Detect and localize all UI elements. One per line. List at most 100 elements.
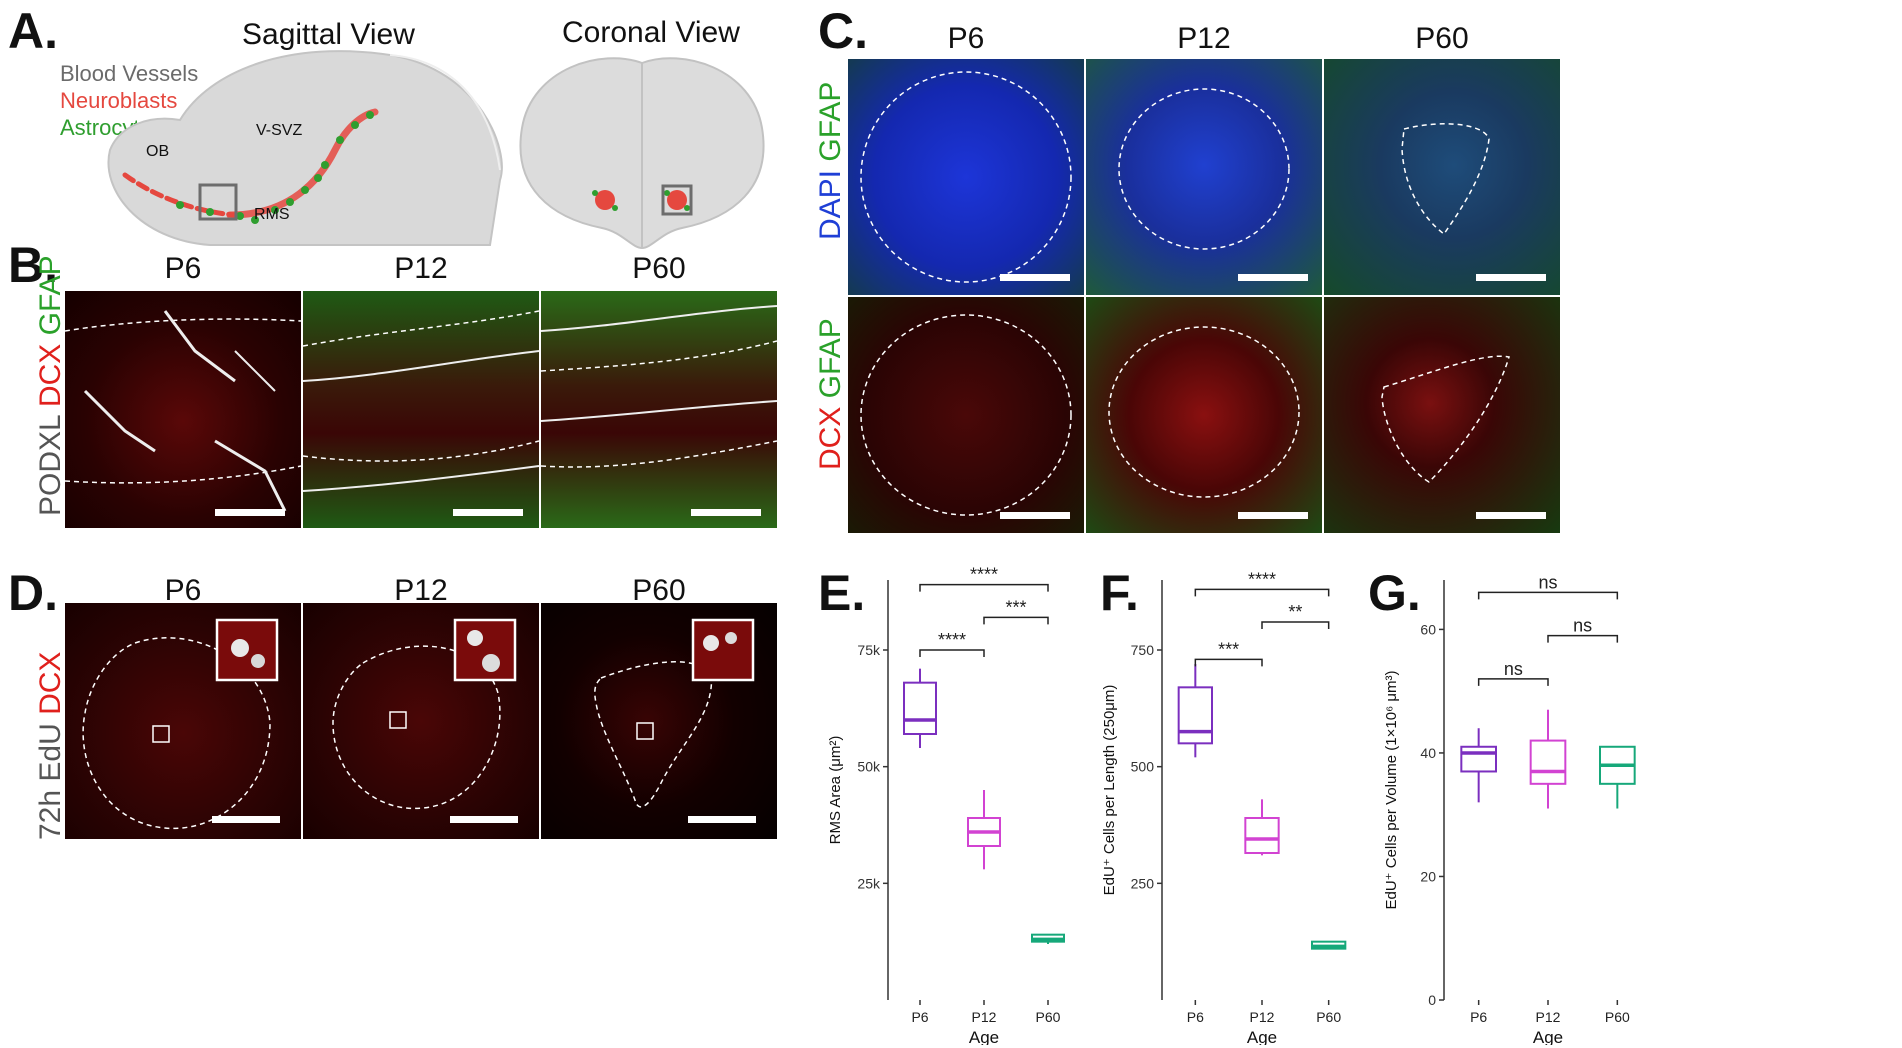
x-tick-label: P12 [1536, 1009, 1561, 1025]
y-tick-label: 20 [1420, 868, 1436, 884]
chart-f: 250 500 750 P6 P12 P60 Age EdU⁺ Cells per Lengt… [1101, 569, 1347, 1045]
significance-bracket [1194, 658, 1263, 667]
significance-bracket [919, 649, 985, 657]
y-tick-label: 250 [1131, 875, 1155, 891]
scale-bar [1476, 512, 1546, 519]
significance-bracket [1547, 634, 1619, 643]
panel-d-age-p60: P60 [632, 574, 686, 607]
y-axis-label: EdU⁺ Cells per Volume (1×10⁶ μm³) [1383, 670, 1400, 909]
panel-b-p6-image [65, 291, 301, 528]
rms-label: RMS [254, 206, 290, 223]
panel-f-label: F. [1100, 565, 1139, 621]
ob-label: OB [146, 143, 170, 160]
sagittal-brain-diagram [107, 50, 503, 246]
significance-label: ns [1573, 616, 1592, 636]
x-tick-label: P60 [1605, 1009, 1630, 1025]
panel-c-dcx-p6-image [848, 297, 1084, 533]
x-tick-label: P6 [1187, 1009, 1204, 1025]
significance-bracket [1194, 588, 1330, 597]
panel-b-label: B. [8, 237, 58, 293]
x-tick-label: P6 [911, 1009, 928, 1025]
panel-c-age-p12: P12 [1177, 22, 1231, 55]
chart-g: 0 20 40 60 P6 P12 P60 Age EdU⁺ Cells per Volume … [1383, 572, 1636, 1045]
x-tick-label: P6 [1470, 1009, 1487, 1025]
significance-label: ns [1538, 572, 1557, 592]
significance-label: **** [938, 630, 966, 650]
legend-neuroblasts: Neuroblasts [60, 88, 178, 113]
x-tick-label: P12 [1250, 1009, 1275, 1025]
panel-c-dcx-p60-image [1324, 297, 1560, 533]
scale-bar [215, 509, 285, 516]
significance-label: ns [1504, 659, 1523, 679]
y-tick-label: 750 [1131, 642, 1155, 658]
scale-bar [1238, 512, 1308, 519]
x-axis-label: Age [1533, 1028, 1563, 1045]
panel-c-dapi-p6-image [848, 59, 1084, 295]
significance-bracket [983, 616, 1049, 625]
panel-b-age-p6: P6 [164, 252, 202, 285]
coronal-roi-box [661, 184, 693, 216]
significance-bracket [919, 583, 1049, 592]
significance-bracket [1261, 621, 1330, 629]
sagittal-view-title: Sagittal View [242, 18, 415, 51]
panel-b-age-p60: P60 [632, 252, 686, 285]
panel-c-dapi-p12-image [1086, 59, 1322, 295]
panel-d-age-p12: P12 [394, 574, 448, 607]
panel-c-row1-stain-label: DAPI GFAP [814, 81, 847, 240]
panel-b-p12-image [303, 291, 539, 528]
panel-d-age-p6: P6 [164, 574, 202, 607]
panel-d-stain-label: 72h EdU DCX [34, 651, 67, 840]
box-iqr [903, 681, 937, 735]
y-axis-label: RMS Area (μm²) [827, 736, 844, 845]
x-tick-label: P60 [1036, 1009, 1061, 1025]
scale-bar [453, 509, 523, 516]
significance-label: ** [1288, 602, 1302, 622]
rms-roi-box [198, 183, 238, 221]
legend-blood-vessels: Blood Vessels [60, 61, 199, 86]
significance-label: *** [1005, 597, 1026, 617]
scale-bar [1000, 274, 1070, 281]
x-axis-label: Age [1247, 1028, 1277, 1045]
panel-g-label: G. [1368, 565, 1421, 621]
box-iqr [1244, 817, 1280, 854]
significance-bracket [1477, 591, 1619, 600]
y-tick-label: 500 [1131, 759, 1155, 775]
panel-d-p12-image [303, 603, 539, 839]
panel-c-dapi-p60-image [1324, 59, 1560, 295]
panel-b-stain-label: PODXL DCX GFAP [34, 255, 67, 516]
y-tick-label: 75k [857, 642, 881, 658]
panel-c-row2-stain-label: DCX GFAP [814, 318, 847, 470]
significance-label: **** [970, 565, 998, 585]
x-tick-label: P60 [1316, 1009, 1341, 1025]
panel-a-label: A. [8, 3, 58, 59]
significance-label: **** [1248, 569, 1276, 589]
panel-c-dcx-p12-image [1086, 297, 1322, 533]
y-tick-label: 50k [857, 759, 881, 775]
y-tick-label: 25k [857, 875, 881, 891]
panel-c-age-p6: P6 [947, 22, 985, 55]
x-tick-label: P12 [972, 1009, 997, 1025]
panel-d-p60-image [541, 603, 777, 839]
y-tick-label: 0 [1428, 992, 1436, 1008]
coronal-view-title: Coronal View [562, 16, 740, 49]
significance-bracket [1477, 678, 1549, 686]
box-iqr [1529, 739, 1567, 785]
scale-bar [688, 816, 756, 823]
scale-bar [691, 509, 761, 516]
scale-bar [450, 816, 518, 823]
panel-b-p60-image [541, 291, 777, 528]
panel-c-label: C. [818, 3, 868, 59]
panel-c-age-p60: P60 [1415, 22, 1469, 55]
scale-bar [1476, 274, 1546, 281]
y-axis-label: EdU⁺ Cells per Length (250μm) [1101, 685, 1118, 896]
significance-label: *** [1218, 639, 1239, 659]
box-iqr [1460, 745, 1498, 773]
box-iqr [1177, 686, 1213, 745]
cell-type-legend: Blood Vessels Neuroblasts Astrocytes [60, 60, 198, 141]
y-tick-label: 60 [1420, 621, 1436, 637]
coronal-brain-diagram [519, 57, 765, 250]
scale-bar [212, 816, 280, 823]
panel-d-p6-image [65, 603, 301, 839]
y-tick-label: 40 [1420, 745, 1436, 761]
